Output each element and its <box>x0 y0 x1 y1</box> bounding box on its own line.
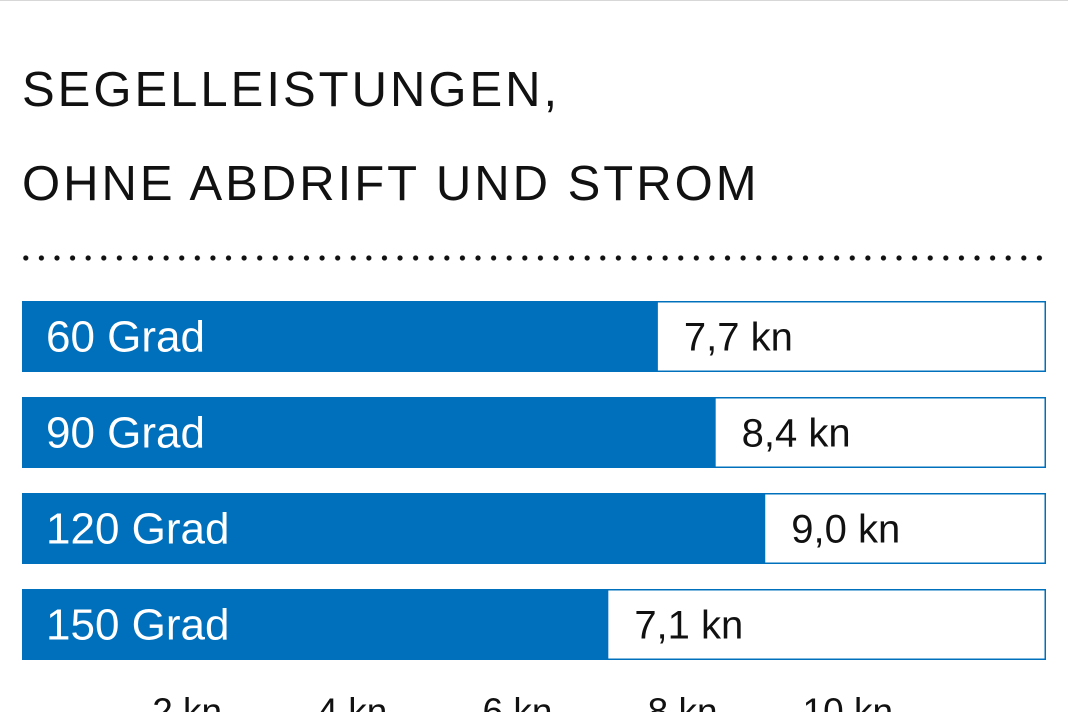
dotted-separator <box>18 254 1052 262</box>
x-tick-label: 4 kn <box>317 691 387 712</box>
top-divider <box>0 0 1068 1</box>
bar <box>22 493 766 564</box>
bar-value-label: 7,1 kn <box>634 604 743 648</box>
x-tick-label: 10 kn <box>803 691 894 712</box>
bar <box>22 589 609 660</box>
x-tick-label: 6 kn <box>483 691 553 712</box>
bar-category-label: 90 Grad <box>46 409 205 458</box>
chart-title-line-2: OHNE ABDRIFT UND STROM <box>22 157 760 211</box>
bar-category-label: 120 Grad <box>46 505 229 554</box>
x-tick-label: 8 kn <box>648 691 718 712</box>
bar-value-label: 8,4 kn <box>742 412 851 456</box>
bar-value-label: 7,7 kn <box>684 316 793 360</box>
chart-title-line-1: SEGELLEISTUNGEN, <box>22 63 561 117</box>
bar-category-label: 60 Grad <box>46 313 205 362</box>
bar <box>22 301 658 372</box>
bar-category-label: 150 Grad <box>46 601 229 650</box>
bar-value-label: 9,0 kn <box>791 508 900 552</box>
x-tick-label: 2 kn <box>152 691 222 712</box>
bar <box>22 397 716 468</box>
